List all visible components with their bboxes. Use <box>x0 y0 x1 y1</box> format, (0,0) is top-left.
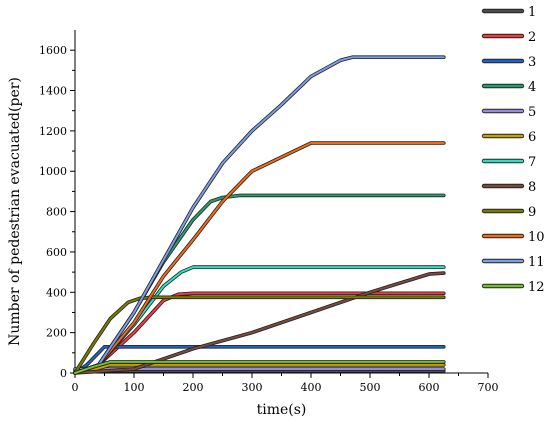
series-8 <box>73 271 446 375</box>
legend-item-6: 6 <box>481 130 536 145</box>
x-tick-label: 500 <box>360 381 381 394</box>
series-line-outline <box>73 141 446 375</box>
legend-label: 11 <box>528 255 545 270</box>
x-tick-label: 600 <box>419 381 440 394</box>
legend-label: 4 <box>528 80 536 95</box>
x-tick-label: 400 <box>301 381 322 394</box>
legend-label: 9 <box>528 205 536 220</box>
legend-item-3: 3 <box>481 55 536 70</box>
legend-label: 7 <box>528 155 536 170</box>
series-line <box>74 142 445 374</box>
series-12 <box>73 360 446 375</box>
x-tick-label: 700 <box>478 381 499 394</box>
legend-item-2: 2 <box>481 30 536 45</box>
y-tick-label: 200 <box>46 327 67 340</box>
legend-item-11: 11 <box>481 255 545 270</box>
legend-item-1: 1 <box>481 5 536 20</box>
axes: 0 100 200 300 400 500 600 700 0 200 400 600 800 1000 1… <box>39 30 499 394</box>
x-tick-label: 0 <box>72 381 79 394</box>
legend-item-5: 5 <box>481 105 536 120</box>
legend-label: 1 <box>528 5 536 20</box>
x-tick-label: 300 <box>242 381 263 394</box>
series-11 <box>73 55 446 375</box>
legend-item-4: 4 <box>481 80 536 95</box>
legend-label: 3 <box>528 55 536 70</box>
y-tick-label: 800 <box>46 206 67 219</box>
legend-item-9: 9 <box>481 205 536 220</box>
legend-label: 12 <box>528 280 545 295</box>
plot-area <box>73 55 446 375</box>
x-tick-label: 200 <box>183 381 204 394</box>
series-line <box>74 56 445 374</box>
x-axis-title: time(s) <box>257 402 307 418</box>
legend-label: 5 <box>528 105 536 120</box>
series-line <box>74 272 445 374</box>
legend-label: 8 <box>528 180 536 195</box>
legend-item-7: 7 <box>481 155 536 170</box>
y-axis-title: Number of pedestrian evacuated(per) <box>7 77 23 346</box>
y-tick-label: 1200 <box>39 125 67 138</box>
legend-item-12: 12 <box>481 280 545 295</box>
x-tick-label: 100 <box>124 381 145 394</box>
y-tick-label: 400 <box>46 286 67 299</box>
legend-label: 10 <box>528 230 545 245</box>
legend-label: 6 <box>528 130 536 145</box>
series-10 <box>73 141 446 375</box>
legend-label: 2 <box>528 30 536 45</box>
legend-item-8: 8 <box>481 180 536 195</box>
series-line-outline <box>73 271 446 375</box>
y-tick-label: 1000 <box>39 165 67 178</box>
y-tick-label: 600 <box>46 246 67 259</box>
y-tick-label: 1600 <box>39 44 67 57</box>
y-tick-label: 0 <box>60 367 67 380</box>
legend-item-10: 10 <box>481 230 545 245</box>
y-tick-label: 1400 <box>39 85 67 98</box>
series-line <box>74 360 445 374</box>
